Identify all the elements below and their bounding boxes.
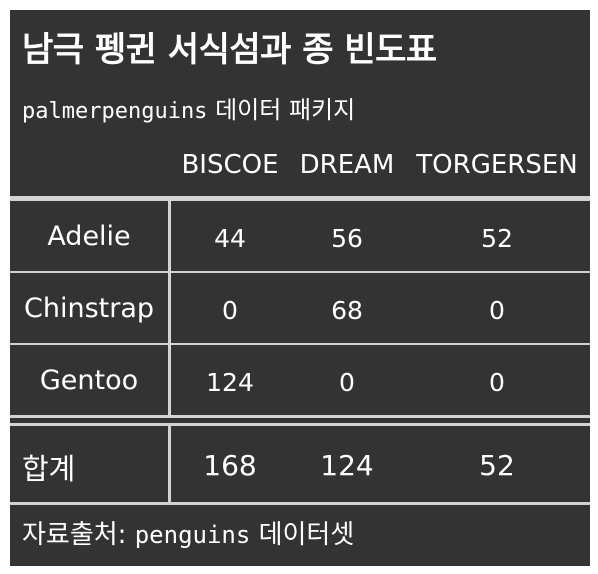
row-divider (10, 343, 590, 345)
row-label-chinstrap: Chinstrap (23, 293, 155, 324)
total-cell: 168 (203, 449, 257, 482)
table-subtitle: palmerpenguins 데이터 패키지 (22, 90, 355, 125)
column-header-biscoe: BISCOE (181, 150, 279, 180)
column-header-torgersen: TORGERSEN (416, 150, 578, 180)
source-divider (10, 502, 590, 505)
total-cell: 124 (320, 449, 374, 482)
table-cell: 52 (481, 224, 513, 253)
total-row-label: 합계 (22, 452, 76, 486)
subtitle-text: 데이터 패키지 (215, 96, 356, 124)
table-cell: 0 (339, 368, 355, 397)
frequency-table: 남극 펭귄 서식섬과 종 빈도표 palmerpenguins 데이터 패키지 … (10, 10, 590, 566)
row-label-adelie: Adelie (47, 221, 131, 252)
row-divider (10, 271, 590, 273)
table-title: 남극 펭귄 서식섬과 종 빈도표 (22, 30, 437, 70)
summary-divider-top (10, 415, 590, 418)
row-label-gentoo: Gentoo (39, 365, 139, 396)
source-note: 자료출처: penguins 데이터셋 (22, 514, 354, 551)
table-cell: 0 (222, 296, 238, 325)
total-cell: 52 (479, 449, 515, 482)
header-divider (10, 196, 590, 201)
table-cell: 56 (331, 224, 363, 253)
table-cell: 0 (489, 296, 505, 325)
source-prefix: 자료출처: (22, 520, 127, 550)
subtitle-package-name: palmerpenguins (22, 99, 208, 124)
stub-divider (168, 201, 171, 417)
column-header-dream: DREAM (299, 150, 395, 180)
summary-divider-bottom (10, 423, 590, 426)
table-cell: 124 (206, 368, 254, 397)
table-cell: 44 (214, 224, 246, 253)
table-cell: 0 (489, 368, 505, 397)
source-dataset-name: penguins (134, 521, 251, 549)
summary-stub-divider (168, 426, 171, 502)
table-cell: 68 (331, 296, 363, 325)
source-suffix: 데이터셋 (258, 520, 355, 550)
